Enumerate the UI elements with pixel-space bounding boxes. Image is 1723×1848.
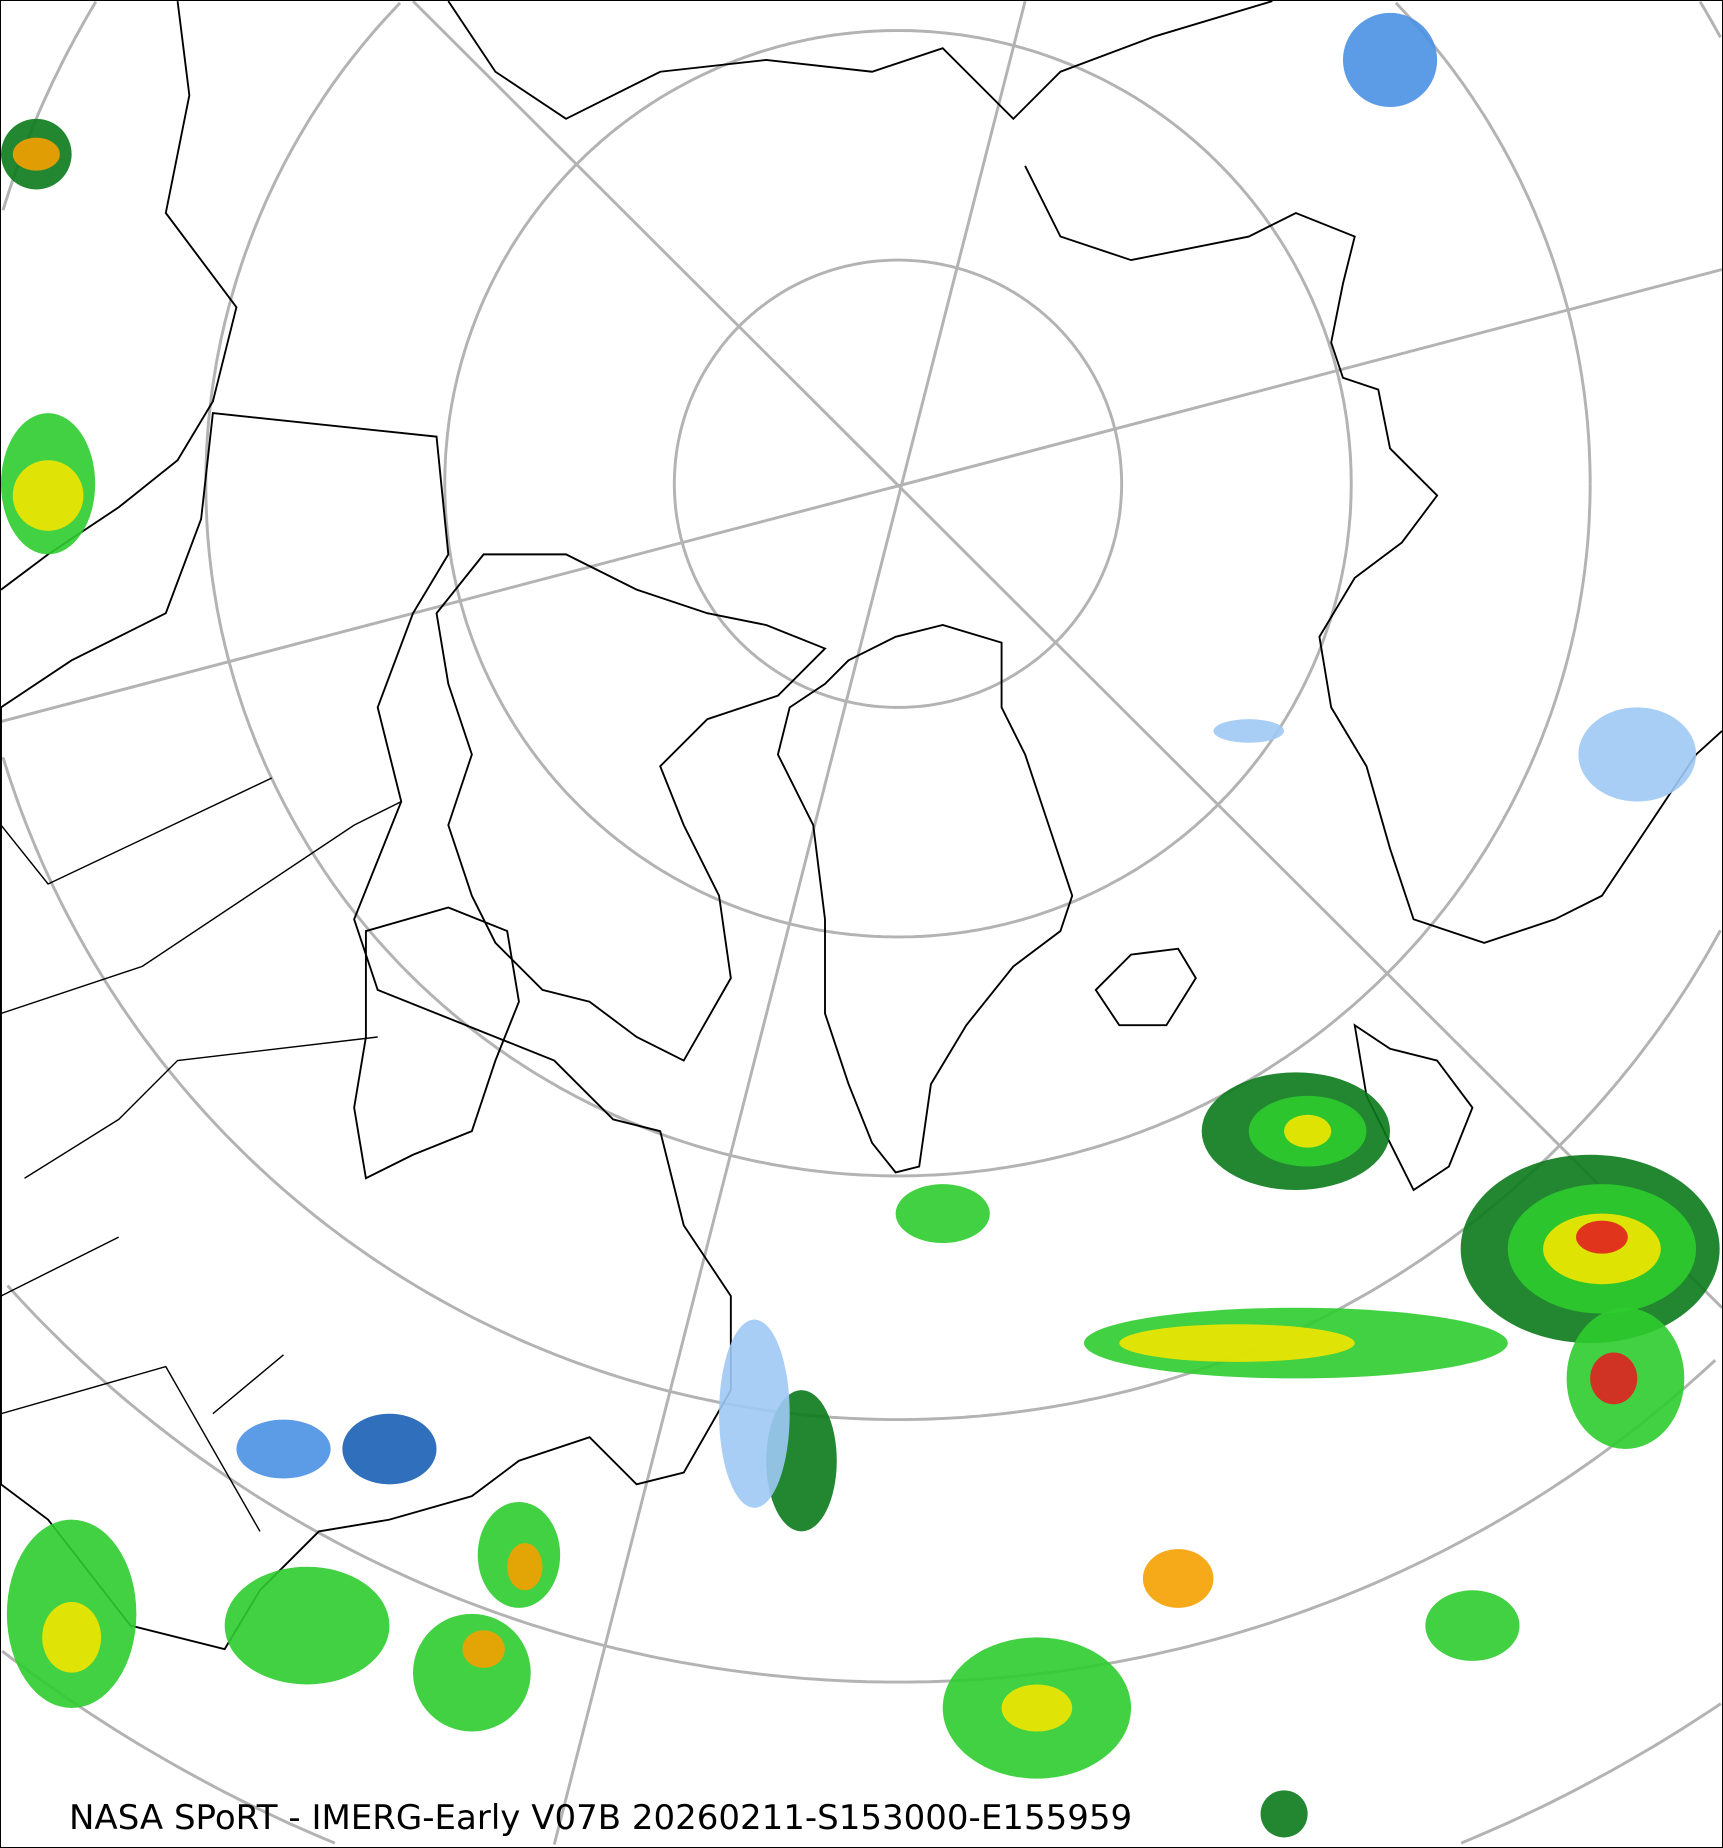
meridian-line (552, 1, 1027, 1845)
greenland-outline (776, 624, 1074, 1174)
us-state-borders (1, 777, 402, 1532)
latitude-circle (1394, 1, 1592, 484)
precip-area-orange (462, 1630, 505, 1668)
precip-area-orange (507, 1543, 543, 1591)
precip-area-green (224, 1566, 390, 1685)
precip-area-yellow (12, 460, 84, 531)
precip-area-light-blue (719, 1319, 790, 1508)
precip-area-red (1590, 1352, 1638, 1405)
precip-area-yellow (42, 1602, 102, 1673)
precip-area-yellow (1001, 1684, 1073, 1732)
precip-area-light-blue (1213, 719, 1285, 743)
precip-area-green (895, 1184, 990, 1244)
precip-area-yellow (1119, 1324, 1355, 1362)
latitude-circle (6, 1284, 1717, 1684)
canadian-arctic-outline (435, 553, 827, 1062)
precip-area-green (413, 1613, 531, 1732)
precip-area-dark-green (1260, 1790, 1308, 1838)
meridian-line (411, 1, 1722, 1309)
latitude-circle (1460, 1702, 1722, 1845)
north-america-outline (1, 412, 732, 1651)
precip-area-blue (236, 1419, 331, 1479)
coastlines (1, 1, 1722, 1651)
latitude-circle (443, 29, 1353, 939)
precip-area-blue (1342, 12, 1438, 108)
precip-area-yellow (1284, 1114, 1332, 1148)
latitude-circle (204, 1, 1592, 1178)
latitude-circle (1, 756, 1722, 1422)
latitude-circle (672, 258, 1124, 709)
precip-area-light-blue (1578, 707, 1697, 802)
iceland-outline (1094, 947, 1197, 1027)
precip-area-red (1576, 1220, 1628, 1254)
hudson-bay-outline (353, 906, 520, 1180)
precip-area-orange (1142, 1549, 1214, 1608)
meridian-line (1, 268, 1722, 723)
precip-area-orange (12, 137, 60, 171)
precipitation-overlay (1, 12, 1720, 1838)
precip-area-green (1425, 1590, 1520, 1661)
precip-area-dark-blue (342, 1413, 437, 1485)
map-caption: NASA SPoRT - IMERG-Early V07B 20260211-S… (69, 1798, 1133, 1838)
latitude-circle (1698, 1, 1722, 38)
eurasia-coast-outline (447, 1, 1722, 944)
